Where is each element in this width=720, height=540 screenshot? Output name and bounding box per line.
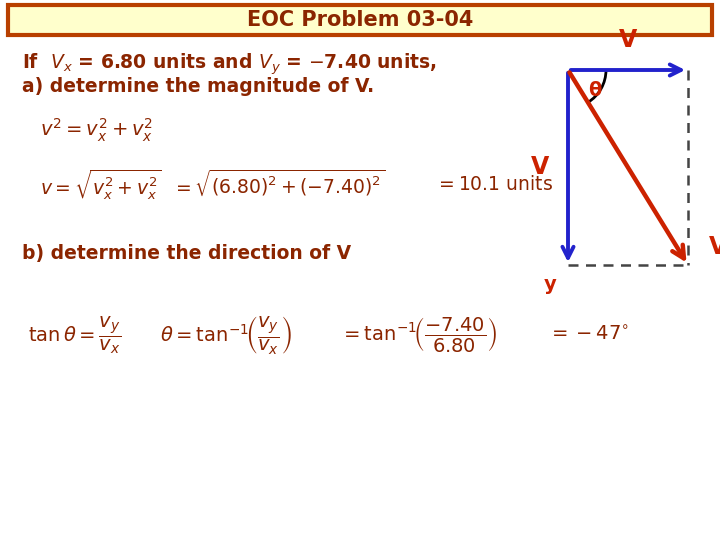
Text: $\theta = \tan^{-1}\!\!\left(\dfrac{v_y}{v_x}\right)$: $\theta = \tan^{-1}\!\!\left(\dfrac{v_y}… — [160, 314, 292, 356]
Text: $\mathbf{V}$: $\mathbf{V}$ — [708, 235, 720, 259]
Text: If  $V_x$ = 6.80 units and $V_y$ = $-$7.40 units,: If $V_x$ = 6.80 units and $V_y$ = $-$7.4… — [22, 51, 437, 77]
Text: $\tan\theta = \dfrac{v_y}{v_x}$: $\tan\theta = \dfrac{v_y}{v_x}$ — [28, 314, 121, 356]
Text: b) determine the direction of V: b) determine the direction of V — [22, 245, 351, 264]
Text: EOC Problem 03-04: EOC Problem 03-04 — [247, 10, 473, 30]
Text: $v^2 = v_x^2 + v_x^2$: $v^2 = v_x^2 + v_x^2$ — [40, 116, 153, 144]
FancyBboxPatch shape — [8, 5, 712, 35]
Text: $= 10.1\ \mathrm{units}$: $= 10.1\ \mathrm{units}$ — [435, 176, 553, 194]
Text: $\mathbf{V}$: $\mathbf{V}$ — [530, 156, 550, 179]
Text: $= \tan^{-1}\!\!\left(\dfrac{-7.40}{6.80}\right)$: $= \tan^{-1}\!\!\left(\dfrac{-7.40}{6.80… — [340, 315, 498, 354]
Text: a) determine the magnitude of V.: a) determine the magnitude of V. — [22, 78, 374, 97]
Text: $= -47^{\circ}$: $= -47^{\circ}$ — [548, 326, 629, 345]
Text: $\mathbf{\theta}$: $\mathbf{\theta}$ — [588, 82, 603, 100]
Text: $v = \sqrt{v_x^2 + v_x^2}\ \ = \sqrt{(6.80)^2 + (-7.40)^2}$: $v = \sqrt{v_x^2 + v_x^2}\ \ = \sqrt{(6.… — [40, 167, 385, 202]
Text: $\mathbf{V}$: $\mathbf{V}$ — [618, 28, 638, 52]
Text: $\mathbf{y}$: $\mathbf{y}$ — [543, 278, 557, 296]
